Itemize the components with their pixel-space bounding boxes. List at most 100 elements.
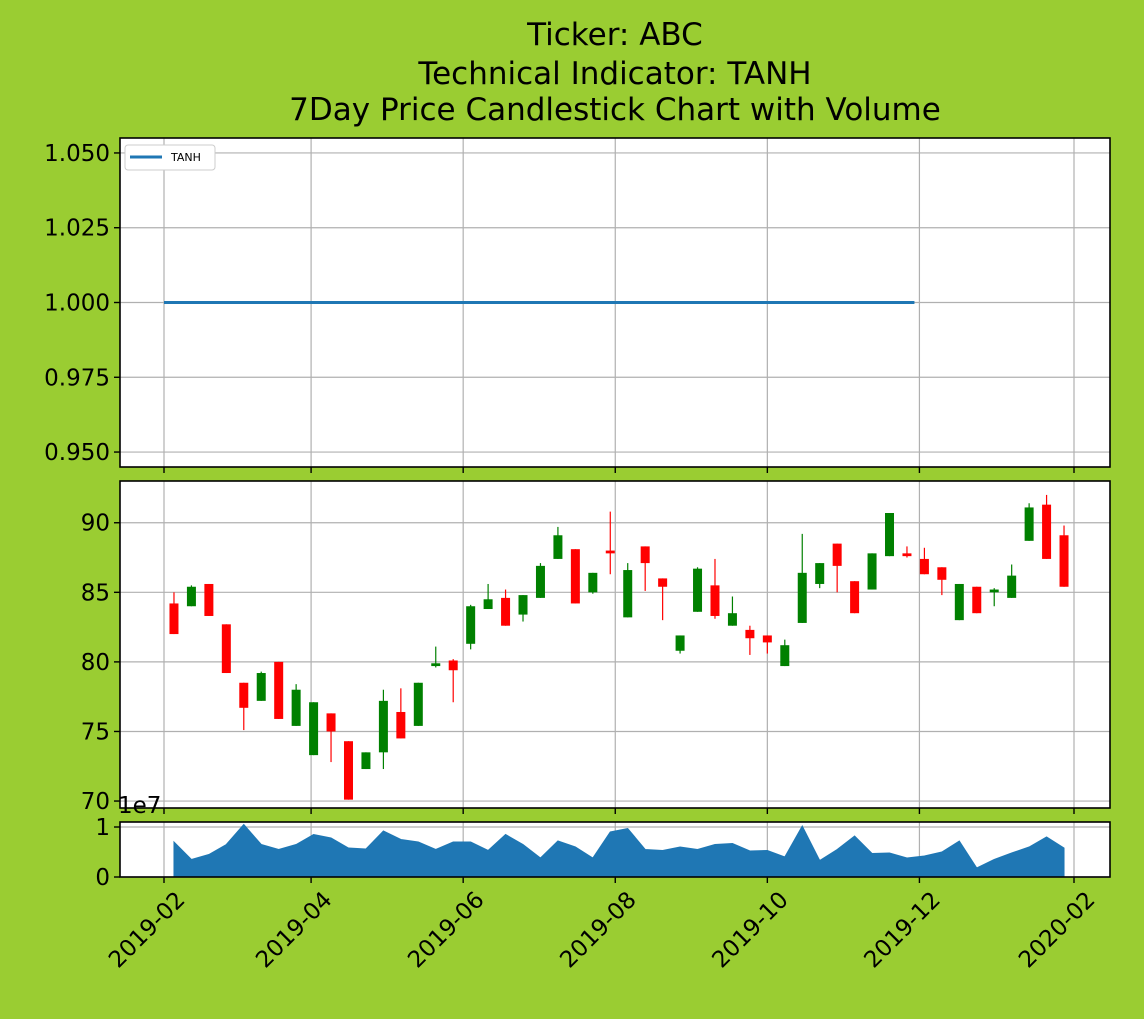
candle-body	[710, 585, 720, 616]
candlestick	[570, 549, 580, 604]
candlestick	[727, 596, 737, 626]
indicator-ytick-label: 1.050	[44, 141, 110, 167]
candle-body	[378, 700, 388, 753]
candle-body	[623, 570, 633, 618]
candlestick	[186, 585, 196, 607]
candlestick	[902, 546, 912, 558]
candle-body	[658, 578, 668, 587]
legend-label: TANH	[170, 151, 201, 164]
candlestick	[954, 583, 964, 621]
candlestick	[919, 547, 929, 575]
candle-body	[570, 549, 580, 604]
candlestick	[256, 671, 266, 701]
candle-body	[274, 661, 284, 719]
candlestick	[815, 563, 825, 589]
candle-body	[780, 645, 790, 667]
candlestick	[378, 689, 388, 770]
candlestick	[239, 682, 249, 731]
xtick-label: 2019-06	[403, 887, 489, 973]
candlestick	[501, 589, 511, 626]
candle-body	[396, 711, 406, 739]
candle-body	[675, 635, 685, 651]
xtick-label: 2019-10	[707, 887, 793, 973]
candlestick	[605, 511, 615, 575]
candle-body	[186, 586, 196, 607]
candlestick	[535, 563, 545, 598]
candlestick	[309, 702, 319, 756]
xtick-label: 2019-02	[104, 887, 190, 973]
candlestick	[658, 578, 668, 621]
indicator-panel-frame	[119, 137, 1111, 468]
candle-body	[1059, 535, 1069, 587]
candlestick	[797, 533, 807, 623]
price-panel-frame	[119, 480, 1111, 809]
indicator-ytick-label: 0.950	[44, 440, 110, 466]
candlestick	[885, 513, 895, 557]
candle-body	[239, 682, 249, 708]
candle-body	[518, 595, 528, 615]
candle-body	[972, 586, 982, 614]
candle-body	[501, 597, 511, 626]
candle-body	[640, 546, 650, 564]
volume-area	[173, 823, 1065, 878]
price-ytick-label: 75	[81, 719, 110, 745]
candle-body	[361, 752, 371, 770]
xtick-label: 2019-08	[555, 887, 641, 973]
volume-ytick-label: 1	[95, 815, 110, 841]
candle-body	[1024, 507, 1034, 541]
chart-title: Ticker: ABC Technical Indicator: TANH 7D…	[289, 17, 941, 128]
price-ytick-label: 85	[81, 580, 110, 606]
xtick-label: 2019-12	[860, 887, 946, 973]
candlestick	[1042, 494, 1052, 559]
candlestick	[361, 752, 371, 770]
candle-body	[483, 599, 493, 610]
candlestick	[745, 625, 755, 655]
candle-body	[466, 606, 476, 644]
candlestick	[623, 563, 633, 618]
candlestick	[466, 604, 476, 650]
candlestick	[832, 543, 842, 593]
candlestick	[169, 592, 179, 635]
candle-body	[431, 663, 441, 667]
candle-body	[850, 581, 860, 614]
candle-body	[1042, 504, 1052, 559]
candlestick	[553, 526, 563, 559]
candle-body	[937, 567, 947, 580]
volume-ytick-label: 0	[95, 865, 110, 891]
candle-body	[448, 660, 458, 671]
candle-body	[221, 624, 231, 674]
candle-body	[902, 553, 912, 557]
candlestick	[1007, 564, 1017, 598]
candlestick	[937, 567, 947, 596]
candlestick	[1059, 525, 1069, 587]
candle-body	[553, 535, 563, 559]
price-ytick-label: 70	[81, 789, 110, 815]
candlestick	[274, 661, 284, 719]
candlestick	[762, 635, 772, 654]
candlestick	[867, 553, 877, 590]
candlestick	[483, 583, 493, 610]
candlestick	[850, 581, 860, 614]
title-line-description: 7Day Price Candlestick Chart with Volume	[289, 92, 941, 128]
candlestick	[989, 588, 999, 607]
volume-panel-frame	[119, 821, 1111, 878]
candlestick	[326, 713, 336, 763]
candle-body	[169, 603, 179, 635]
candle-body	[413, 682, 423, 726]
candlestick	[640, 546, 650, 591]
candlestick	[291, 684, 301, 726]
candle-body	[762, 635, 772, 643]
candle-body	[326, 713, 336, 732]
candle-body	[605, 550, 615, 554]
candlestick	[693, 567, 703, 612]
candle-body	[815, 563, 825, 584]
indicator-ytick-label: 0.975	[44, 365, 110, 391]
indicator-ytick-label: 1.000	[44, 291, 110, 317]
candle-body	[832, 543, 842, 566]
xtick-label: 2019-04	[251, 887, 337, 973]
candle-body	[885, 513, 895, 557]
candle-body	[745, 629, 755, 639]
price-ytick-label: 80	[81, 650, 110, 676]
